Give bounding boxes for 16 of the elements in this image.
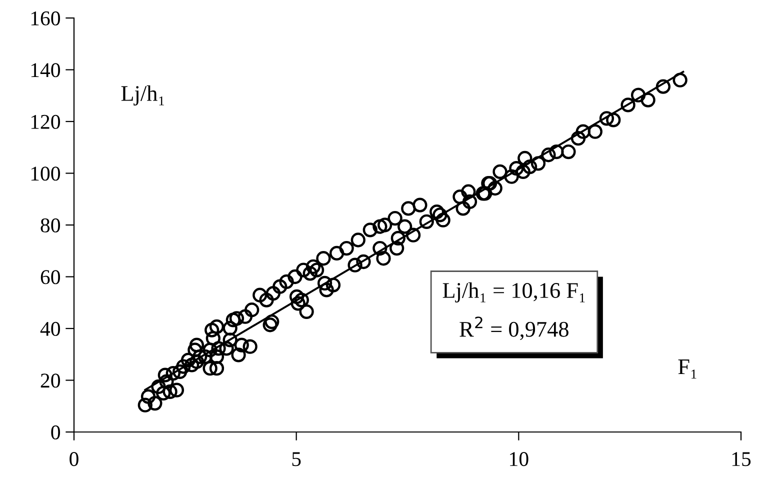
x-axis-title: F₁ — [678, 359, 696, 378]
x-tick-label: 0 — [70, 452, 78, 466]
y-tick-label: 40 — [40, 322, 60, 336]
y-tick-label: 0 — [51, 425, 60, 440]
y-tick-label: 160 — [31, 11, 60, 26]
y-tick-label: 20 — [40, 374, 60, 388]
x-tick-label: 10 — [510, 452, 528, 466]
y-tick-label: 80 — [40, 218, 60, 232]
x-tick-label: 5 — [292, 452, 301, 466]
y-tick-label: 60 — [40, 270, 60, 284]
annotation: Lj/h₁ = 10,16 F₁ R$^{2}$ = 0,9748 — [442, 282, 585, 340]
y-axis-title: Lj/h₁ — [121, 85, 164, 106]
y-tick-label: 100 — [31, 166, 60, 181]
x-tick-label: 15 — [732, 452, 751, 466]
y-tick-label: 120 — [31, 114, 60, 129]
y-tick-label: 140 — [31, 63, 60, 78]
